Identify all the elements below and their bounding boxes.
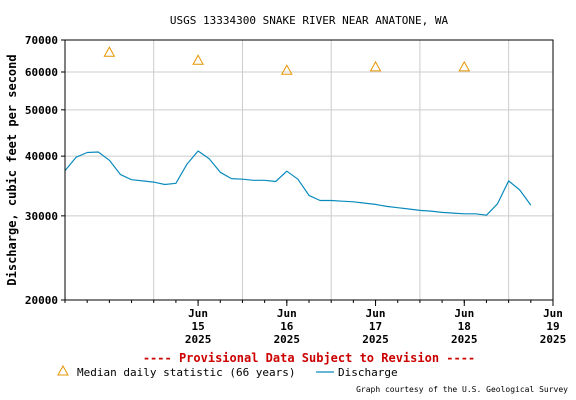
- y-tick-label: 60000: [25, 66, 58, 79]
- x-tick-label: Jun: [543, 307, 563, 320]
- graph-credit: Graph courtesy of the U.S. Geological Su…: [356, 385, 568, 394]
- x-tick-label: 19: [546, 320, 559, 333]
- x-tick-label: 16: [280, 320, 294, 333]
- discharge-line: [64, 150, 532, 216]
- median-marker: [280, 64, 293, 75]
- y-tick-label: 20000: [25, 294, 58, 307]
- x-tick-label: 15: [191, 320, 204, 333]
- y-tick-label: 40000: [25, 150, 58, 163]
- series-layer: [64, 46, 532, 216]
- legend-label-median: Median daily statistic (66 years): [77, 366, 296, 379]
- x-axis: Jun152025Jun162025Jun172025Jun182025Jun1…: [64, 300, 567, 346]
- y-tick-label: 30000: [25, 210, 58, 223]
- median-marker: [458, 60, 471, 72]
- legend-triangle-icon: [57, 364, 69, 376]
- x-tick-label: 2025: [540, 333, 567, 346]
- grid: [65, 40, 553, 300]
- x-tick-label: 2025: [362, 333, 389, 346]
- median-marker: [103, 46, 116, 57]
- x-tick-label: 2025: [451, 333, 478, 346]
- x-tick-label: 2025: [274, 333, 301, 346]
- chart-title: USGS 13334300 SNAKE RIVER NEAR ANATONE, …: [170, 14, 449, 27]
- legend-label-discharge: Discharge: [338, 366, 398, 379]
- y-axis: 20000 30000 40000 50000 60000 70000: [25, 34, 65, 307]
- provisional-note: ---- Provisional Data Subject to Revisio…: [143, 351, 475, 365]
- y-axis-label: Discharge, cubic feet per second: [5, 54, 19, 285]
- legend: Median daily statistic (66 years) Discha…: [57, 364, 398, 379]
- x-tick-label: 18: [458, 320, 471, 333]
- x-tick-label: 2025: [185, 333, 212, 346]
- y-tick-label: 50000: [25, 104, 58, 117]
- x-tick-label: Jun: [277, 307, 297, 320]
- x-tick-label: Jun: [366, 307, 386, 320]
- median-marker: [192, 54, 204, 65]
- x-tick-label: Jun: [188, 307, 208, 320]
- median-marker: [369, 60, 382, 72]
- y-tick-label: 70000: [25, 34, 58, 47]
- x-tick-label: 17: [369, 320, 382, 333]
- x-tick-label: Jun: [454, 307, 474, 320]
